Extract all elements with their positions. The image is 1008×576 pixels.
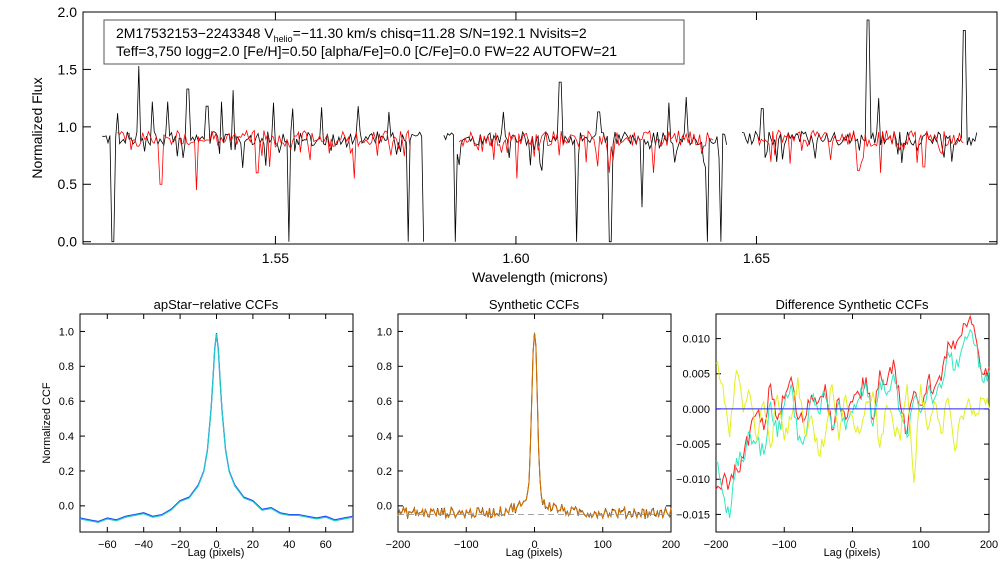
ccf1-overlay-line <box>79 334 354 524</box>
spectrum-model-line <box>458 129 714 179</box>
ccf3-ytick-label: 0.000 <box>682 404 710 416</box>
ccf3-xtick-label: 0 <box>849 539 855 551</box>
ccf1-ytick-label: 1.0 <box>59 326 74 338</box>
ccf3-ytick-label: 0.005 <box>682 369 710 381</box>
ccf3-ytick-label: −0.015 <box>676 509 710 521</box>
spectrum-ytick-label: 1.0 <box>58 119 78 135</box>
spectrum-xtick-label: 1.55 <box>262 250 289 266</box>
ccf1-xtick-label: −60 <box>98 539 117 551</box>
ccf2-ytick-label: 0.4 <box>377 431 392 443</box>
ccf3-ytick-label: 0.010 <box>682 333 710 345</box>
ccf1-title: apStar−relative CCFs <box>154 297 279 312</box>
spectrum-observed-line <box>741 19 978 164</box>
ccf2-observed-line <box>397 332 672 520</box>
ccf2-xtick-label: 0 <box>531 539 537 551</box>
ccf2-xlabel: Lag (pixels) <box>506 547 563 559</box>
ccf2-xtick-label: −100 <box>454 539 479 551</box>
ccf3-xlabel: Lag (pixels) <box>824 547 881 559</box>
ccf1-series-line <box>79 333 354 523</box>
spectrum-observed-line <box>443 81 727 243</box>
header-box <box>103 19 685 65</box>
ccf3-ytick-label: −0.010 <box>676 474 710 486</box>
header-measurements: =−11.30 km/s chisq=11.28 S/N=192.1 Nvisi… <box>293 25 587 41</box>
ccf2-title: Synthetic CCFs <box>489 297 580 312</box>
ccf1-ytick-label: 0.6 <box>59 396 74 408</box>
ccf2-model-line <box>397 332 672 521</box>
spectrum-ylabel: Normalized Flux <box>29 77 45 178</box>
ccf2-frame <box>397 313 672 533</box>
ccf1-ylabel: Normalized CCF <box>41 382 53 464</box>
ccf1-xtick-label: 20 <box>247 539 259 551</box>
header-star-id: 2M17532153−2243348 V <box>116 25 274 41</box>
spectrum-ytick-label: 0.0 <box>58 234 78 250</box>
ccf3-xtick-label: −200 <box>704 539 729 551</box>
ccf1-ytick-label: 0.2 <box>59 466 74 478</box>
ccf2-ytick-label: 0.0 <box>377 501 392 513</box>
spectrum-ytick-label: 1.5 <box>58 61 78 77</box>
header-vhelio-sub: helio <box>274 34 293 44</box>
chart-marks: 1.55 1.60 1.650.00.51.01.52.0−60 −40 −20 0 20 4… <box>58 4 999 551</box>
ccf1-xtick-label: 60 <box>320 539 332 551</box>
spectrum-xlabel: Wavelength (microns) <box>472 269 608 285</box>
ccf3-red-line <box>715 314 990 491</box>
ccf1-xlabel: Lag (pixels) <box>188 547 245 559</box>
ccf3-xtick-label: 100 <box>912 539 930 551</box>
ccf1-xtick-label: 0 <box>213 539 219 551</box>
spectrum-frame <box>82 11 998 245</box>
ccf2-xtick-label: 100 <box>594 539 612 551</box>
ccf1-frame <box>79 313 354 533</box>
spectrum-model-line <box>757 129 964 173</box>
ccf3-xtick-label: −100 <box>772 539 797 551</box>
ccf3-frame <box>715 313 990 533</box>
header-line2: Teff=3,750 logg=2.0 [Fe/H]=0.50 [alpha/F… <box>116 43 617 59</box>
spectrum-observed-line <box>102 65 424 243</box>
ccf3-xtick-label: 200 <box>980 539 998 551</box>
ccf2-xtick-label: 200 <box>662 539 680 551</box>
ccf2-ytick-label: 0.8 <box>377 361 392 373</box>
ccf2-ytick-label: 0.2 <box>377 466 392 478</box>
ccf3-title: Difference Synthetic CCFs <box>776 297 929 312</box>
ccf2-ytick-label: 1.0 <box>377 326 392 338</box>
header-line1: 2M17532153−2243348 Vhelio=−11.30 km/s ch… <box>116 25 587 44</box>
ccf1-xtick-label: 40 <box>283 539 295 551</box>
ccf1-ytick-label: 0.0 <box>59 501 74 513</box>
spectrum-ytick-label: 2.0 <box>58 4 78 20</box>
ccf1-xtick-label: −20 <box>171 539 190 551</box>
spectrum-xtick-label: 1.60 <box>502 250 529 266</box>
ccf1-ytick-label: 0.4 <box>59 431 74 443</box>
ccf2-ytick-label: 0.6 <box>377 396 392 408</box>
ccf1-xtick-label: −40 <box>134 539 153 551</box>
ccf1-ytick-label: 0.8 <box>59 361 74 373</box>
ccf3-ytick-label: −0.005 <box>676 439 710 451</box>
spectrum-ytick-label: 0.5 <box>58 176 78 192</box>
spectrum-xtick-label: 1.65 <box>743 250 770 266</box>
ccf3-yellow-line <box>715 360 990 483</box>
spectrum-model-line <box>117 129 411 191</box>
ccf3-cyan-line <box>715 328 990 518</box>
ccf2-xtick-label: −200 <box>386 539 411 551</box>
